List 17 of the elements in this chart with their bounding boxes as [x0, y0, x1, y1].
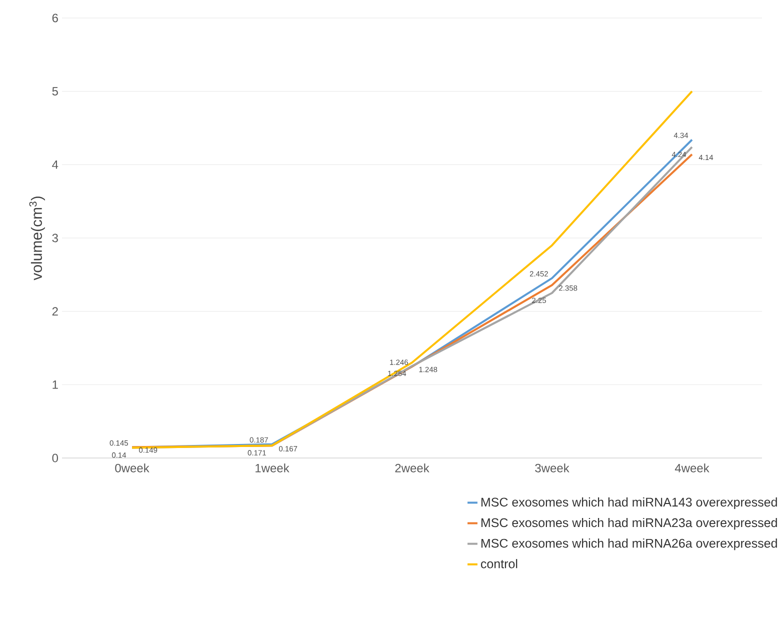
legend-label: MSC exosomes which had miRNA23a overexpressed — [481, 518, 777, 530]
y-tick-label: 3 — [52, 234, 58, 242]
x-tick-label: 1week — [256, 464, 290, 472]
y-tick-label: 5 — [52, 87, 58, 96]
legend-label: MSC exosomes which had miRNA143 overexpressed — [481, 497, 777, 510]
y-tick-label: 6 — [52, 14, 58, 22]
x-tick-label: 3week — [535, 464, 570, 472]
legend-label: MSC exosomes which had miRNA26a overexpressed — [481, 538, 777, 550]
x-tick-label: 4week — [674, 464, 710, 472]
y-tick-label: 4 — [52, 160, 58, 169]
y-axis-title: volume(cm$^{3}$) — [29, 196, 45, 280]
y-tick-label: 0 — [52, 454, 58, 462]
x-tick-label: 0week — [115, 464, 150, 472]
y-tick-label: 2 — [52, 307, 58, 316]
y-tick-label: 1 — [52, 380, 58, 389]
legend-label: control — [480, 559, 518, 568]
x-tick-label: 2week — [395, 464, 430, 472]
